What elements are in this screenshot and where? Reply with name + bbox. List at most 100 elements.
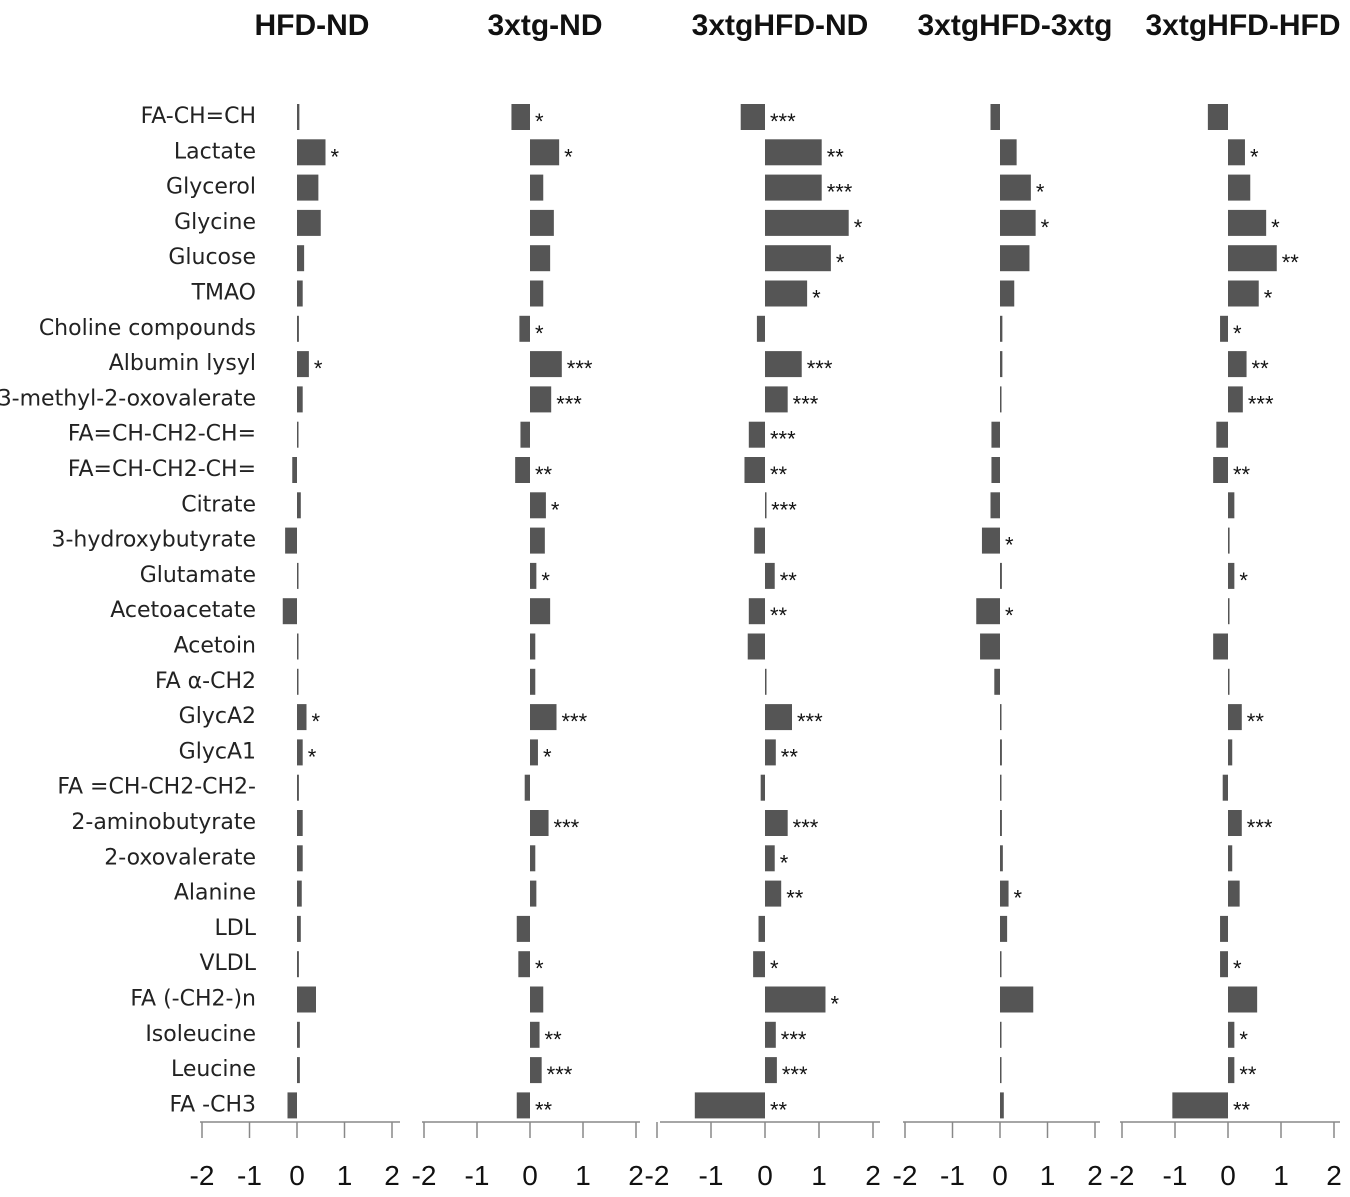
metabolite-label: FA -CH3 xyxy=(169,1092,256,1117)
bar xyxy=(748,598,765,625)
bar xyxy=(976,598,1000,625)
significance-marker: * xyxy=(780,850,789,875)
bar xyxy=(765,562,775,589)
metabolite-label: GlycA1 xyxy=(179,739,256,764)
bar xyxy=(1228,810,1242,836)
bar xyxy=(1220,951,1228,978)
significance-marker: * xyxy=(1041,215,1050,240)
x-tick-label: -1 xyxy=(1163,1160,1188,1191)
bar xyxy=(530,704,557,731)
bar xyxy=(1000,209,1036,236)
bar xyxy=(765,1057,777,1084)
bar xyxy=(530,845,536,872)
significance-marker: * xyxy=(1271,215,1280,240)
bar xyxy=(530,209,554,236)
significance-marker: *** xyxy=(562,709,588,734)
significance-marker: * xyxy=(551,497,560,522)
significance-marker: ** xyxy=(545,1027,563,1052)
bar xyxy=(1228,139,1245,166)
bar xyxy=(530,139,560,166)
bar xyxy=(285,527,297,554)
significance-marker: ** xyxy=(770,603,788,628)
bar xyxy=(991,421,1000,448)
bar xyxy=(1213,457,1228,483)
significance-marker: *** xyxy=(797,709,823,734)
bar xyxy=(292,457,297,483)
panel-title: 3xtgHFD-3xtg xyxy=(917,9,1112,42)
x-tick-label: 0 xyxy=(757,1160,773,1191)
bar xyxy=(1000,880,1009,907)
bar xyxy=(297,810,303,836)
bar xyxy=(530,986,544,1013)
bar xyxy=(1228,845,1233,872)
metabolite-label: Acetoin xyxy=(174,634,256,659)
metabolite-label: VLDL xyxy=(199,951,256,976)
bar xyxy=(297,1021,300,1048)
bar xyxy=(1228,880,1240,907)
bar xyxy=(1000,739,1002,766)
significance-marker: * xyxy=(770,956,779,981)
significance-marker: *** xyxy=(547,1062,573,1087)
bar xyxy=(297,280,303,307)
bar xyxy=(518,951,530,978)
bar xyxy=(1228,386,1243,413)
bar xyxy=(765,209,849,236)
bar xyxy=(530,598,551,625)
bar xyxy=(990,104,1000,130)
bar xyxy=(744,457,765,483)
significance-marker: ** xyxy=(1233,1097,1251,1122)
panel-title: 3xtgHFD-HFD xyxy=(1146,9,1341,42)
bar xyxy=(1213,633,1228,660)
significance-marker: * xyxy=(1264,286,1273,311)
metabolite-label: 2-aminobutyrate xyxy=(71,810,256,835)
significance-marker: * xyxy=(1239,1027,1248,1052)
bar xyxy=(1000,139,1017,166)
bar xyxy=(765,739,776,766)
bar xyxy=(530,1057,542,1084)
bar xyxy=(1228,668,1230,695)
bar xyxy=(297,386,303,413)
bar xyxy=(1000,174,1031,201)
metabolite-label: Acetoacetate xyxy=(110,598,256,623)
bar xyxy=(287,1092,297,1119)
panel-2: 3xtg-ND****************************-2 -1 0… xyxy=(412,9,644,1191)
x-tick-label: 1 xyxy=(1273,1160,1289,1191)
bar xyxy=(1220,315,1228,342)
bar xyxy=(753,951,765,978)
metabolite-label: 2-oxovalerate xyxy=(104,845,256,870)
bar xyxy=(1000,386,1002,413)
metabolite-label: Glutamate xyxy=(140,563,256,588)
bar xyxy=(1000,704,1002,731)
significance-marker: * xyxy=(312,709,321,734)
bar xyxy=(980,633,1000,660)
metabolite-label: FA=CH-CH2-CH= xyxy=(68,457,256,482)
bar xyxy=(520,421,530,448)
metabolite-label: Alanine xyxy=(174,881,256,906)
bar xyxy=(1228,209,1267,236)
bar xyxy=(1228,174,1251,201)
bar xyxy=(297,633,299,660)
bar xyxy=(297,739,303,766)
bar xyxy=(1000,1092,1004,1119)
significance-marker: * xyxy=(854,215,863,240)
bar xyxy=(297,915,301,942)
bar xyxy=(516,1092,530,1119)
bar xyxy=(765,139,822,166)
bar xyxy=(994,668,1000,695)
metabolite-labels: FA-CH=CH Lactate Glycerol Glycine Glucose TMA… xyxy=(0,104,257,1117)
bar xyxy=(1207,104,1228,130)
significance-marker: *** xyxy=(793,815,819,840)
significance-marker: * xyxy=(314,356,323,381)
bar xyxy=(297,104,300,130)
bar xyxy=(765,1021,776,1048)
bar xyxy=(511,104,530,130)
x-tick-label: -1 xyxy=(465,1160,490,1191)
bar xyxy=(530,280,544,307)
bar xyxy=(530,562,537,589)
significance-marker: ** xyxy=(1282,250,1300,275)
bar xyxy=(297,139,326,166)
significance-marker: * xyxy=(812,286,821,311)
bar xyxy=(990,492,1000,519)
metabolite-label: FA-CH=CH xyxy=(141,104,256,129)
bar xyxy=(297,245,305,272)
